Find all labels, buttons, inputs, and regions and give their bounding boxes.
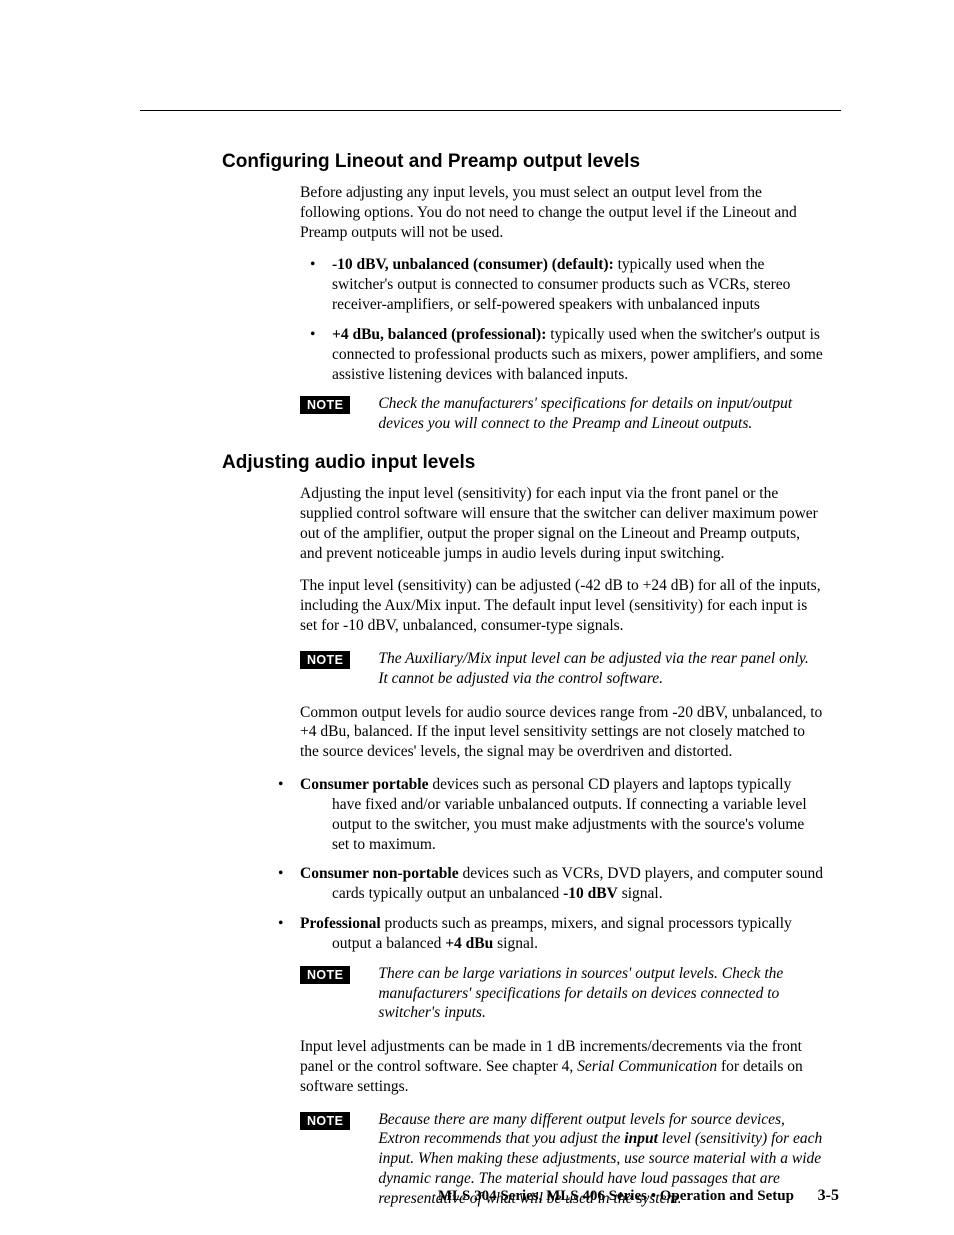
section2-para1: Adjusting the input level (sensitivity) … (300, 484, 824, 563)
note-text: The Auxiliary/Mix input level can be adj… (378, 649, 808, 689)
bullet-item: • -10 dBV, unbalanced (consumer) (defaul… (300, 255, 824, 314)
bullet-item: • +4 dBu, balanced (professional): typic… (300, 325, 824, 384)
bullet-rest-b: signal. (618, 885, 663, 902)
heading-adjusting-audio: Adjusting audio input levels (130, 452, 824, 474)
section2-para4: Input level adjustments can be made in 1… (300, 1037, 824, 1096)
bullet-rest-b: signal. (493, 935, 538, 952)
note-badge: NOTE (300, 396, 350, 414)
note-badge: NOTE (300, 1112, 350, 1130)
note-block: NOTE There can be large variations in so… (300, 964, 824, 1023)
bullet-dot: • (310, 255, 315, 275)
bullet-dot: • (310, 325, 315, 345)
section1-body: Before adjusting any input levels, you m… (300, 183, 824, 434)
note1-line-a: The Auxiliary/Mix input level can be adj… (378, 650, 808, 667)
section2-para3: Common output levels for audio source de… (300, 703, 824, 762)
bullet-rest-a: products such as preamps, mixers, and si… (332, 915, 792, 952)
bullet-item: • Consumer portable devices such as pers… (300, 775, 824, 854)
section2-bullets: • Consumer portable devices such as pers… (300, 775, 824, 954)
section1-bullets: • -10 dBV, unbalanced (consumer) (defaul… (300, 255, 824, 384)
bullet-lead: -10 dBV, unbalanced (consumer) (default)… (332, 256, 614, 273)
header-rule (140, 110, 841, 111)
note-badge: NOTE (300, 966, 350, 984)
footer-page-number: 3-5 (818, 1187, 839, 1204)
bullet-lead: +4 dBu, balanced (professional): (332, 326, 546, 343)
bullet-lead: Professional (300, 915, 381, 932)
bullet-lead: Consumer portable (300, 776, 428, 793)
document-page: Configuring Lineout and Preamp output le… (0, 0, 954, 1235)
bullet-bold: +4 dBu (445, 935, 493, 952)
page-footer: MLS 304 Series, MLS 406 Series • Operati… (438, 1187, 839, 1205)
bullet-bold: -10 dBV (563, 885, 618, 902)
note-text: There can be large variations in sources… (378, 964, 824, 1023)
footer-title: MLS 304 Series, MLS 406 Series • Operati… (438, 1188, 794, 1204)
section2-para2: The input level (sensitivity) can be adj… (300, 576, 824, 635)
note1-line-b: It cannot be adjusted via the control so… (378, 670, 663, 687)
note3-bold: input (624, 1130, 658, 1147)
note-badge: NOTE (300, 651, 350, 669)
section2-body: Adjusting the input level (sensitivity) … (300, 484, 824, 1209)
note-block: NOTE Check the manufacturers' specificat… (300, 394, 824, 434)
heading-configuring-lineout: Configuring Lineout and Preamp output le… (130, 151, 824, 173)
bullet-item: • Professional products such as preamps,… (300, 914, 824, 954)
bullet-lead: Consumer non-portable (300, 865, 459, 882)
section1-intro: Before adjusting any input levels, you m… (300, 183, 824, 242)
note-block: NOTE The Auxiliary/Mix input level can b… (300, 649, 824, 689)
bullet-item: • Consumer non-portable devices such as … (300, 864, 824, 904)
para4-ital: Serial Communication (577, 1058, 717, 1075)
note-text: Check the manufacturers' specifications … (378, 394, 824, 434)
